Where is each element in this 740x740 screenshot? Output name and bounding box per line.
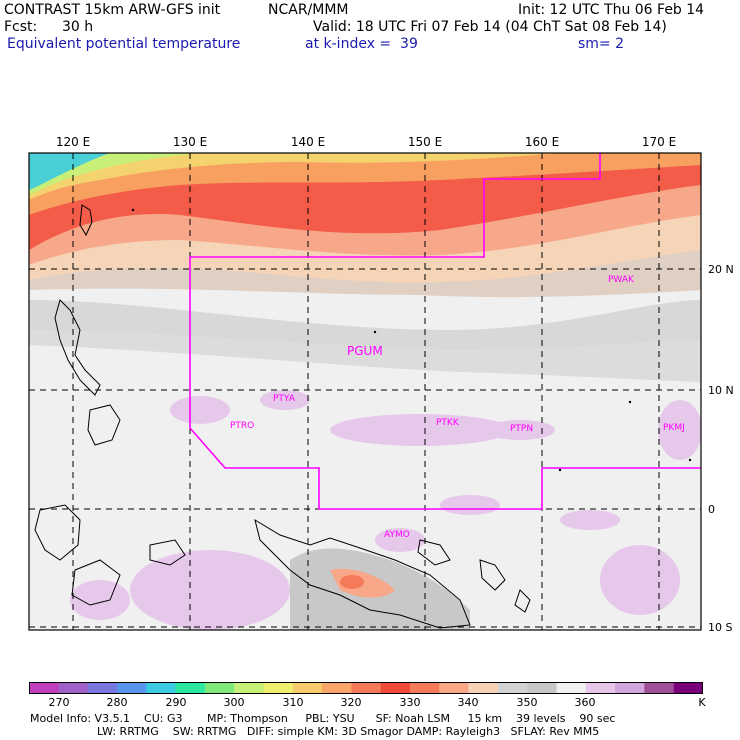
cb-label-320: 320 [340,696,362,709]
cb-label-300: 300 [223,696,245,709]
colorbar-swatch [527,682,557,694]
station-pkmj: PKMJ [663,423,685,433]
colorbar-swatch [292,682,323,694]
station-labels: PWAK PGUM PTYA PTRO PTKK PTPN PKMJ AYMO [230,275,685,540]
colorbar-swatch [29,682,59,694]
colorbar-swatch [439,682,470,694]
lon-label-130e: 130 E [172,135,208,149]
colorbar-swatch [234,682,264,694]
colorbar-swatch [556,682,587,694]
lon-label-140e: 140 E [290,135,326,149]
model-title: CONTRAST 15km ARW-GFS init [4,2,221,18]
field-name: Equivalent potential temperature [7,36,241,52]
cb-label-340: 340 [457,696,479,709]
colorbar-swatch [585,682,616,694]
lon-label-150e: 150 E [407,135,443,149]
colorbar-swatch [116,682,147,694]
map-frame [28,152,702,631]
station-ptya: PTYA [273,394,296,404]
k-index: at k-index = 39 [305,36,418,52]
cb-label-350: 350 [516,696,538,709]
lat-label-10n: 10 N [708,384,734,397]
colorbar-swatch [380,682,411,694]
colorbar-swatch [497,682,528,694]
inner-domain-outline [189,153,701,510]
lat-label-0: 0 [708,503,715,516]
colorbar-border [29,682,703,694]
lon-label-120e: 120 E [55,135,91,149]
lon-label-160e: 160 E [524,135,560,149]
cb-label-310: 310 [282,696,304,709]
colorbar-swatch [322,682,352,694]
cb-label-270: 270 [48,696,70,709]
station-ptkk: PTKK [436,418,460,428]
colorbar-swatch [204,682,235,694]
colorbar-swatch [468,682,499,694]
model-info-line1: Model Info: V3.5.1 CU: G3 MP: Thompson P… [30,712,616,725]
station-ptro: PTRO [230,421,254,431]
init-time: Init: 12 UTC Thu 06 Feb 14 [518,2,705,18]
cb-label-330: 330 [399,696,421,709]
station-pwak: PWAK [608,275,635,285]
cb-label-360: 360 [574,696,596,709]
fcst-label: Fcst: [4,19,38,35]
cb-unit: K [698,696,706,709]
lat-label-10s: 10 S [708,621,733,634]
model-info-line2: LW: RRTMG SW: RRTMG DIFF: simple KM: 3D … [97,725,600,738]
station-aymo: AYMO [384,530,410,540]
valid-time: Valid: 18 UTC Fri 07 Feb 14 (04 ChT Sat … [313,19,667,35]
colorbar-swatch [615,682,645,694]
cb-label-290: 290 [165,696,187,709]
colorbar-swatch [644,682,675,694]
colorbar-swatch [263,682,294,694]
station-ptpn: PTPN [510,424,533,434]
fcst-value: 30 h [62,19,94,35]
lon-label-170e: 170 E [641,135,677,149]
cb-label-280: 280 [106,696,128,709]
colorbar-swatch [409,682,440,694]
lat-label-20n: 20 N [708,263,734,276]
theta-e-field [29,153,701,630]
colorbar [29,682,703,694]
station-pgum: PGUM [347,344,383,358]
colorbar-swatch [87,682,118,694]
smoothing: sm= 2 [578,36,625,52]
colorbar-swatch [146,682,177,694]
colorbar-swatch [175,682,206,694]
colorbar-swatch [673,682,703,694]
colorbar-swatch [58,682,89,694]
org-label: NCAR/MMM [268,2,349,18]
colorbar-swatch [351,682,382,694]
